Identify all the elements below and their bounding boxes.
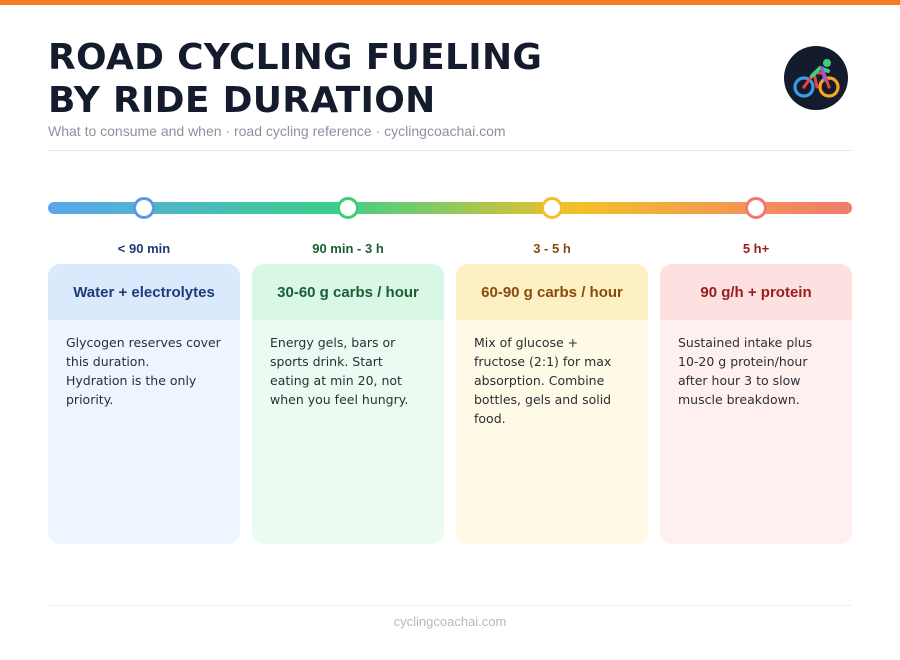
cyclist-icon (793, 59, 840, 98)
timeline-marker-3 (541, 197, 563, 219)
subtitle: What to consume and when · road cycling … (48, 123, 506, 139)
card-text: Glycogen reserves cover this duration. (66, 335, 221, 369)
page-title: ROAD CYCLING FUELING BY RIDE DURATION (48, 36, 668, 122)
duration-timeline (48, 202, 852, 214)
stage-card-3-5-h: 60-90 g carbs / hour Mix of glucose + fr… (456, 264, 648, 544)
logo (784, 46, 848, 110)
card-heading: 90 g/h + protein (660, 264, 852, 320)
stage-card-under-90-min: Water + electrolytes Glycogen reserves c… (48, 264, 240, 544)
stage-duration-label: < 90 min (117, 241, 171, 256)
title-line-1: ROAD CYCLING FUELING (48, 37, 543, 78)
timeline-marker-4 (745, 197, 767, 219)
stage-card-90-min-3-h: 30-60 g carbs / hour Energy gels, bars o… (252, 264, 444, 544)
title-line-2: BY RIDE DURATION (48, 80, 436, 121)
card-text: Sustained intake plus 10-20 g protein/ho… (678, 335, 813, 407)
top-accent-bar (0, 0, 900, 5)
card-text: Mix of glucose + fructose (2:1) for max … (474, 335, 612, 426)
stage-duration-label: 5 h+ (742, 241, 770, 256)
card-heading: 30-60 g carbs / hour (252, 264, 444, 320)
card-body: Glycogen reserves cover this duration. H… (48, 320, 240, 409)
card-body: Sustained intake plus 10-20 g protein/ho… (660, 320, 852, 409)
card-heading: Water + electrolytes (48, 264, 240, 320)
timeline-marker-1 (133, 197, 155, 219)
stage-card-5-h-plus: 90 g/h + protein Sustained intake plus 1… (660, 264, 852, 544)
card-text: Hydration is the only priority. (66, 373, 197, 407)
card-text: Energy gels, bars or sports drink. Start… (270, 335, 409, 407)
header-divider (48, 150, 852, 151)
footer-link[interactable]: cyclingcoachai.com (393, 614, 507, 629)
card-heading: 60-90 g carbs / hour (456, 264, 648, 320)
stage-duration-label: 3 - 5 h (533, 241, 571, 256)
footer-divider (48, 605, 852, 606)
stage-duration-label: 90 min - 3 h (312, 241, 384, 256)
timeline-marker-2 (337, 197, 359, 219)
card-body: Energy gels, bars or sports drink. Start… (252, 320, 444, 409)
card-body: Mix of glucose + fructose (2:1) for max … (456, 320, 648, 428)
